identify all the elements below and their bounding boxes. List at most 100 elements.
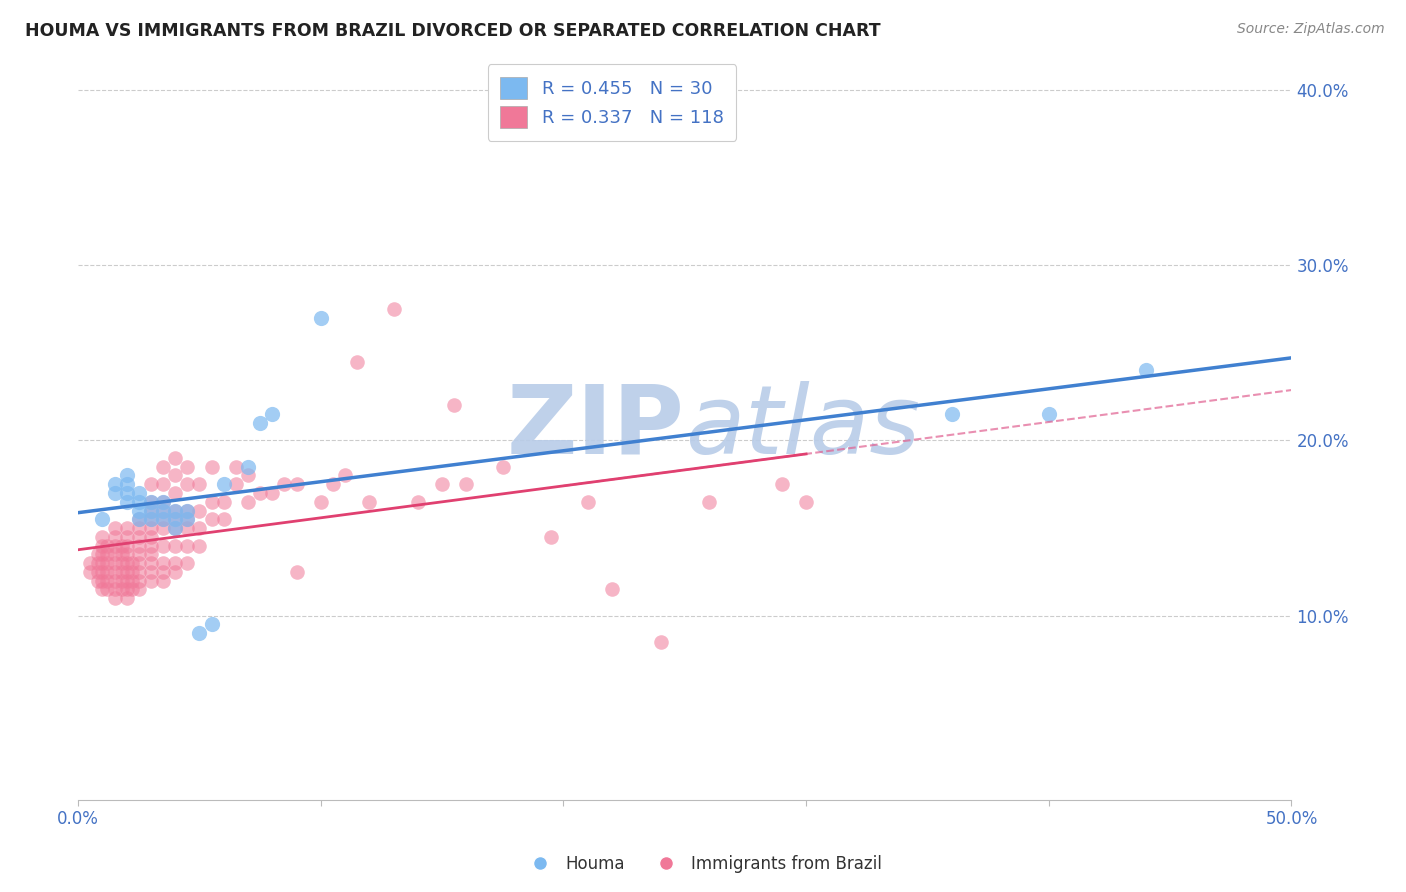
Point: [165, 486, 187, 500]
Point: [236, 495, 259, 509]
Point: [188, 477, 211, 491]
Point: [225, 477, 247, 491]
Point: [212, 495, 235, 509]
Point: [86, 556, 108, 570]
Point: [91, 530, 114, 544]
Point: [176, 539, 198, 553]
Point: [941, 407, 963, 421]
Point: [382, 302, 405, 317]
Point: [103, 582, 125, 597]
Point: [212, 512, 235, 526]
Point: [165, 512, 187, 526]
Point: [96, 556, 118, 570]
Point: [359, 495, 381, 509]
Point: [111, 539, 134, 553]
Text: HOUMA VS IMMIGRANTS FROM BRAZIL DIVORCED OR SEPARATED CORRELATION CHART: HOUMA VS IMMIGRANTS FROM BRAZIL DIVORCED…: [25, 22, 882, 40]
Point: [600, 582, 623, 597]
Point: [111, 556, 134, 570]
Point: [91, 556, 114, 570]
Point: [492, 459, 515, 474]
Point: [115, 521, 138, 535]
Point: [121, 574, 143, 588]
Point: [103, 530, 125, 544]
Point: [165, 450, 187, 465]
Point: [115, 591, 138, 606]
Point: [576, 495, 599, 509]
Point: [152, 495, 174, 509]
Point: [115, 556, 138, 570]
Point: [285, 565, 308, 579]
Point: [152, 539, 174, 553]
Text: ZIP: ZIP: [508, 381, 685, 474]
Point: [103, 486, 125, 500]
Point: [111, 574, 134, 588]
Point: [200, 512, 222, 526]
Point: [176, 503, 198, 517]
Point: [86, 574, 108, 588]
Point: [188, 503, 211, 517]
Point: [96, 574, 118, 588]
Point: [152, 556, 174, 570]
Point: [188, 539, 211, 553]
Point: [91, 547, 114, 561]
Point: [200, 617, 222, 632]
Point: [262, 407, 284, 421]
Point: [128, 486, 150, 500]
Point: [165, 503, 187, 517]
Point: [115, 468, 138, 483]
Point: [139, 530, 162, 544]
Point: [152, 495, 174, 509]
Point: [430, 477, 453, 491]
Point: [115, 530, 138, 544]
Point: [200, 459, 222, 474]
Point: [697, 495, 720, 509]
Point: [139, 521, 162, 535]
Point: [262, 486, 284, 500]
Point: [96, 565, 118, 579]
Point: [236, 468, 259, 483]
Point: [249, 416, 271, 430]
Point: [128, 495, 150, 509]
Legend: Houma, Immigrants from Brazil: Houma, Immigrants from Brazil: [517, 848, 889, 880]
Point: [91, 574, 114, 588]
Point: [115, 582, 138, 597]
Point: [152, 503, 174, 517]
Point: [152, 521, 174, 535]
Point: [176, 556, 198, 570]
Point: [152, 512, 174, 526]
Point: [128, 530, 150, 544]
Point: [152, 503, 174, 517]
Point: [200, 495, 222, 509]
Point: [91, 539, 114, 553]
Point: [176, 512, 198, 526]
Point: [128, 547, 150, 561]
Point: [96, 547, 118, 561]
Point: [165, 468, 187, 483]
Point: [770, 477, 793, 491]
Point: [128, 565, 150, 579]
Point: [139, 565, 162, 579]
Point: [96, 582, 118, 597]
Point: [111, 547, 134, 561]
Point: [115, 574, 138, 588]
Point: [103, 547, 125, 561]
Point: [103, 565, 125, 579]
Point: [165, 565, 187, 579]
Point: [188, 626, 211, 640]
Point: [91, 565, 114, 579]
Point: [128, 556, 150, 570]
Point: [91, 512, 114, 526]
Point: [96, 539, 118, 553]
Point: [115, 486, 138, 500]
Point: [79, 556, 101, 570]
Point: [540, 530, 562, 544]
Point: [176, 477, 198, 491]
Point: [176, 521, 198, 535]
Point: [111, 582, 134, 597]
Point: [225, 459, 247, 474]
Point: [139, 547, 162, 561]
Point: [121, 565, 143, 579]
Point: [128, 503, 150, 517]
Point: [139, 512, 162, 526]
Point: [103, 521, 125, 535]
